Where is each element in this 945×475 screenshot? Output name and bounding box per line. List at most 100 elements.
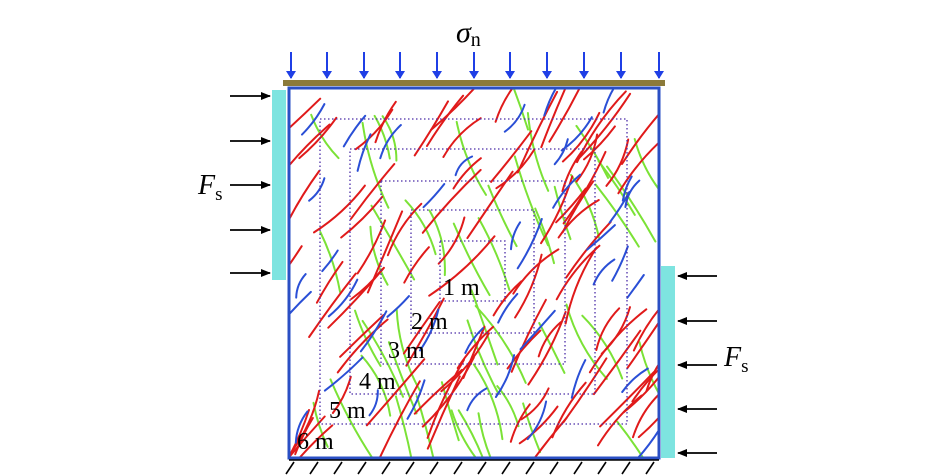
fracture-trace bbox=[361, 121, 390, 209]
right-shear-arrows bbox=[677, 272, 717, 457]
fracture-trace bbox=[597, 394, 643, 447]
fracture-trace bbox=[394, 395, 413, 458]
fracture-trace bbox=[395, 308, 421, 392]
fracture-trace bbox=[294, 410, 309, 444]
normal-stress-subscript: n bbox=[471, 29, 481, 51]
window-label-6m: 6 m bbox=[297, 429, 334, 455]
left-shear-force-symbol: F bbox=[197, 170, 216, 201]
fracture-trace bbox=[421, 168, 482, 234]
window-label-3m: 3 m bbox=[388, 338, 425, 364]
normal-stress-label: σn bbox=[456, 16, 481, 51]
window-label-4m: 4 m bbox=[359, 369, 396, 395]
fracture-trace bbox=[595, 307, 621, 351]
fracture-trace bbox=[496, 385, 520, 428]
fracture-trace bbox=[413, 368, 463, 415]
fracture-trace bbox=[506, 329, 542, 370]
fracture-trace bbox=[512, 248, 560, 295]
fracture-trace bbox=[553, 185, 572, 241]
fracture-trace bbox=[553, 138, 569, 166]
fracture-trace bbox=[428, 209, 446, 277]
fracture-trace bbox=[360, 354, 392, 417]
fracture-trace bbox=[350, 268, 384, 300]
fracture-trace bbox=[626, 274, 645, 299]
fracture-trace bbox=[379, 124, 402, 160]
fracture-trace bbox=[310, 113, 340, 160]
window-3m bbox=[380, 180, 566, 365]
fracture-trace bbox=[509, 403, 531, 443]
fracture-trace bbox=[426, 358, 465, 439]
fracture-trace bbox=[533, 416, 568, 458]
fracture-trace bbox=[450, 409, 478, 458]
fracture-trace bbox=[329, 378, 374, 458]
fracture-trace bbox=[368, 389, 379, 417]
fracture-trace bbox=[555, 187, 587, 224]
fracture-trace bbox=[354, 108, 394, 151]
fracture-trace bbox=[289, 290, 312, 316]
fracture-trace bbox=[342, 114, 367, 148]
fracture-trace bbox=[457, 409, 484, 458]
window-label-5m: 5 m bbox=[329, 398, 366, 424]
fracture-trace bbox=[561, 180, 595, 234]
fracture-trace bbox=[298, 116, 338, 160]
fracture-trace bbox=[637, 416, 659, 439]
fracture-trace bbox=[606, 165, 657, 243]
fracture-trace bbox=[301, 103, 326, 136]
fracture-trace bbox=[402, 301, 441, 355]
fracture-trace bbox=[295, 273, 307, 299]
fracture-trace bbox=[621, 175, 633, 202]
fracture-trace bbox=[494, 88, 514, 123]
normal-load-arrows bbox=[286, 52, 664, 79]
fracture-trace bbox=[378, 380, 421, 458]
fracture-trace bbox=[608, 191, 631, 224]
fracture-trace bbox=[406, 379, 426, 420]
fracture-trace bbox=[518, 405, 559, 445]
fracture-trace bbox=[323, 356, 364, 392]
fracture-trace bbox=[466, 387, 488, 412]
fracture-trace bbox=[415, 395, 435, 458]
window-4m bbox=[349, 148, 596, 395]
fixed-base-support bbox=[285, 459, 659, 475]
fracture-trace bbox=[454, 155, 474, 177]
fracture-trace bbox=[520, 387, 550, 421]
left-shear-force-subscript: s bbox=[215, 184, 222, 205]
fracture-trace bbox=[487, 184, 518, 248]
fracture-trace bbox=[526, 112, 550, 192]
fracture-trace bbox=[340, 195, 384, 239]
fracture-trace bbox=[602, 88, 616, 114]
fracture-trace bbox=[519, 309, 556, 351]
fracture-trace bbox=[321, 249, 339, 273]
fracture-trace bbox=[490, 130, 533, 183]
fracture-trace bbox=[452, 157, 482, 190]
fracture-trace bbox=[474, 305, 527, 384]
fracture-trace bbox=[592, 329, 642, 396]
fracture-trace bbox=[597, 159, 636, 216]
fracture-trace bbox=[466, 170, 514, 240]
fracture-trace bbox=[576, 90, 627, 164]
window-label-2m: 2 m bbox=[411, 309, 448, 335]
specimen-boundary bbox=[287, 86, 661, 460]
fracture-network bbox=[289, 88, 659, 458]
fracture-trace bbox=[298, 424, 334, 458]
fracture-trace bbox=[636, 428, 659, 458]
fracture-trace bbox=[537, 321, 562, 358]
fracture-trace bbox=[437, 216, 466, 265]
window-5m bbox=[319, 118, 628, 425]
fracture-trace bbox=[466, 319, 500, 395]
fracture-trace bbox=[561, 150, 583, 193]
fracture-trace bbox=[366, 210, 404, 294]
fracture-trace bbox=[626, 320, 659, 370]
fracture-trace bbox=[494, 354, 516, 398]
fracture-trace bbox=[492, 280, 523, 317]
fracture-trace bbox=[516, 218, 543, 270]
fracture-trace bbox=[527, 311, 567, 386]
right-shear-platen bbox=[661, 266, 675, 458]
fracture-trace bbox=[645, 362, 659, 393]
normal-stress-symbol: σ bbox=[456, 16, 472, 49]
fracture-trace bbox=[327, 278, 359, 318]
fracture-trace bbox=[495, 148, 536, 190]
fracture-trace bbox=[562, 357, 608, 424]
fracture-trace bbox=[339, 314, 385, 358]
fracture-trace bbox=[586, 224, 616, 251]
left-shear-platen bbox=[272, 90, 286, 280]
